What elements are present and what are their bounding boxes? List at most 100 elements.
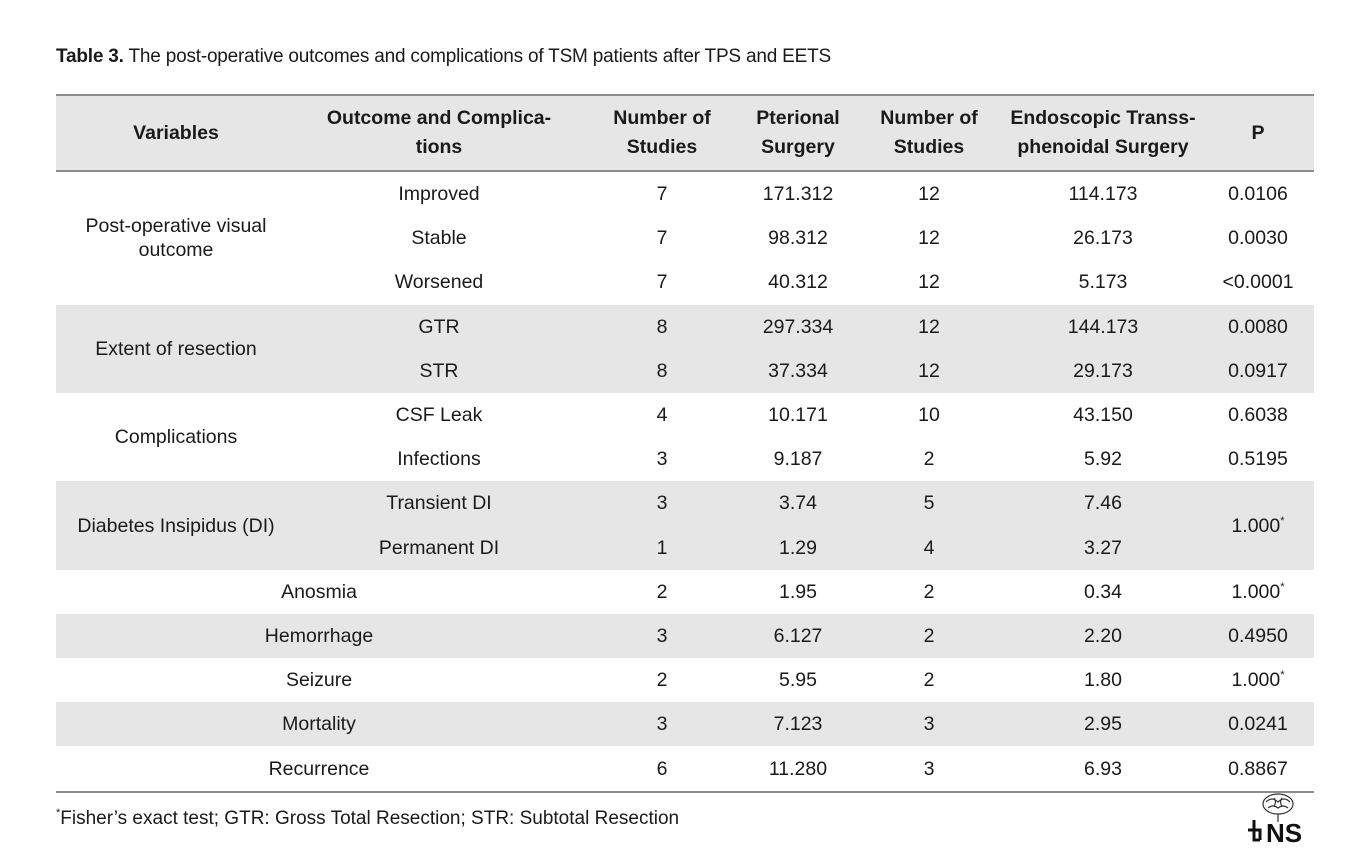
pterional-cell: 9.187 [773,448,823,471]
n-endoscopic-cell: 12 [854,304,1004,349]
n-pterional-cell: 4 [656,404,668,427]
endoscopic-cell: 0.34 [1084,580,1122,603]
table-row: Complications CSF Leak 4 10.171 10 43.15… [56,393,1314,448]
n-endoscopic-cell: 2 [923,580,935,603]
p-cell: 1.000* [1231,580,1285,603]
p-cell: 0.0106 [1228,183,1288,206]
table-row: Permanent DI 1 1.29 4 3.27 [56,525,1314,570]
endoscopic-cell: 1.80 [1084,669,1122,692]
variable-cell: Complications [114,426,238,449]
variable-cell: Post-operative visual outcome [85,215,267,262]
pterional-cell: 40.312 [768,271,828,294]
outcome-cell: Stable [411,227,467,250]
n-pterional-cell: 8 [582,348,742,393]
journal-logo: NS [1248,793,1302,846]
p-cell: <0.0001 [1222,271,1294,294]
n-pterional-cell: 3 [656,448,668,471]
p-cell: 0.6038 [1228,404,1288,427]
endoscopic-cell: 6.93 [1004,746,1202,793]
table-footnote: *Fisher’s exact test; GTR: Gross Total R… [56,808,679,830]
n-pterional-cell: 2 [656,580,668,603]
table-row: Post-operative visual outcome Improved 7 … [56,171,1314,261]
n-endoscopic-cell: 5 [854,481,1004,526]
p-cell: 1.000* [1231,669,1285,692]
table-row: Anosmia 2 1.95 2 0.34 1.000* [56,570,1314,614]
table-caption: Table 3. The post-operative outcomes and… [56,46,831,68]
pterional-cell: 37.334 [742,348,854,393]
n-pterional-cell: 1 [582,525,742,570]
endoscopic-cell: 144.173 [1004,304,1202,349]
n-pterional-cell: 8 [582,304,742,349]
outcome-cell: Improved [398,183,480,206]
pterional-cell: 5.95 [779,669,817,692]
n-endoscopic-cell: 10 [918,404,940,427]
variable-cell: Hemorrhage [56,613,582,659]
variable-cell: Anosmia [281,580,357,603]
endoscopic-cell: 5.92 [1084,448,1122,471]
p-cell: 0.0241 [1202,702,1314,747]
table-title: The post-operative outcomes and complica… [123,46,831,67]
pterional-cell: 98.312 [768,227,828,250]
p-cell: 0.0080 [1202,304,1314,349]
variable-cell: Diabetes Insipidus (DI) [56,481,296,570]
n-pterional-cell: 3 [582,481,742,526]
endoscopic-cell: 26.173 [1073,227,1133,250]
variable-cell: Recurrence [56,746,582,793]
header-row: Variables Outcome and Complica-tions Num… [56,94,1314,172]
footnote-text: Fisher’s exact test; GTR: Gross Total Re… [60,808,680,829]
header-p: P [1202,94,1314,172]
variable-cell: Extent of resection [56,304,296,393]
table-row: STR 8 37.334 12 29.173 0.0917 [56,348,1314,393]
outcome-cell: Infections [397,448,481,471]
header-pterional: Pterional Surgery [742,94,854,172]
n-endoscopic-cell: 2 [923,669,935,692]
variable-cell: Mortality [56,702,582,747]
n-endoscopic-cell: 3 [854,702,1004,747]
n-pterional-cell: 6 [582,746,742,793]
outcome-cell: Worsened [394,271,484,294]
table-label: Table 3. [56,46,124,67]
p-cell: 0.0917 [1202,348,1314,393]
header-endoscopic: Endoscopic Transs-phenoidal Surgery [1004,94,1202,172]
endoscopic-cell: 2.20 [1004,613,1202,659]
outcomes-table: Variables Outcome and Complica-tions Num… [56,94,1314,793]
p-cell: 1.000* [1202,481,1314,570]
table-row: Recurrence 6 11.280 3 6.93 0.8867 [56,746,1314,793]
n-endoscopic-cell: 12 [854,348,1004,393]
n-endoscopic-cell: 12 [918,227,940,250]
logo-text: NS [1266,818,1302,846]
endoscopic-cell: 2.95 [1004,702,1202,747]
pterional-cell: 297.334 [742,304,854,349]
table-row: Mortality 3 7.123 3 2.95 0.0241 [56,702,1314,747]
n-pterional-cell: 7 [656,183,668,206]
pterional-cell: 1.95 [779,580,817,603]
table-row: Stable 7 98.312 12 26.173 0.0030 [56,216,1314,260]
footnote-marker: * [56,807,61,819]
n-pterional-cell: 3 [582,613,742,659]
table-row: Seizure 2 5.95 2 1.80 1.000* [56,658,1314,702]
outcome-cell: Transient DI [296,481,582,526]
pterional-cell: 10.171 [768,404,828,427]
pterional-cell: 171.312 [762,183,834,206]
outcome-cell: STR [296,348,582,393]
outcome-cell: Permanent DI [296,525,582,570]
table-row: Extent of resection GTR 8 297.334 12 144… [56,304,1314,393]
n-pterional-cell: 7 [656,227,668,250]
header-studies-pterional: Number of Studies [582,94,742,172]
pterional-cell: 11.280 [742,746,854,793]
n-pterional-cell: 3 [582,702,742,747]
pterional-cell: 6.127 [742,613,854,659]
header-studies-endoscopic: Number of Studies [854,94,1004,172]
p-cell: 0.8867 [1202,746,1314,793]
pterional-cell: 1.29 [742,525,854,570]
n-endoscopic-cell: 2 [923,448,935,471]
p-cell: 0.5195 [1228,448,1288,471]
table-row: Worsened 7 40.312 12 5.173 <0.0001 [56,260,1314,304]
table-row: Hemorrhage 3 6.127 2 2.20 0.4950 [56,613,1314,659]
n-endoscopic-cell: 12 [918,183,940,206]
header-variables: Variables [56,94,296,172]
pterional-cell: 7.123 [742,702,854,747]
pterional-cell: 3.74 [742,481,854,526]
table-row: Diabetes Insipidus (DI) Transient DI 3 3… [56,481,1314,570]
endoscopic-cell: 114.173 [1068,183,1138,206]
